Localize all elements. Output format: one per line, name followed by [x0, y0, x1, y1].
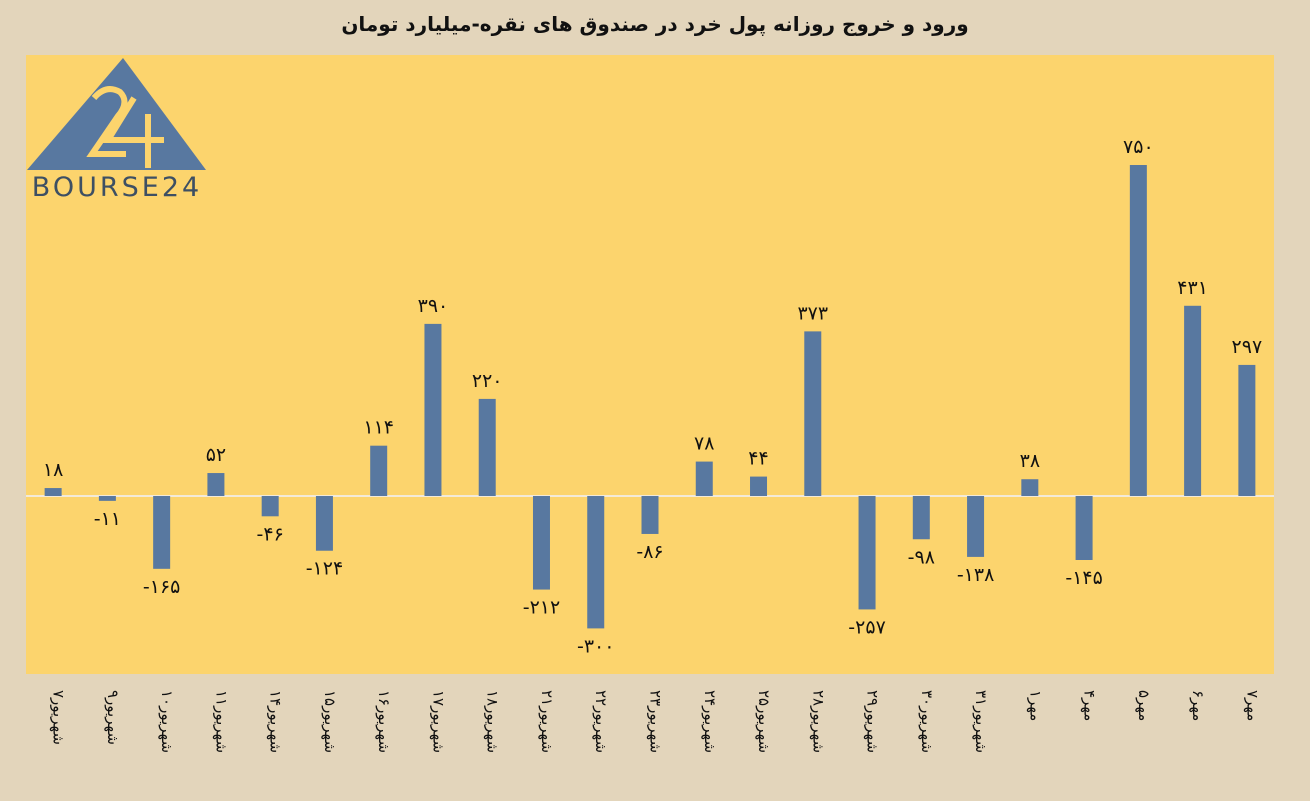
bar	[912, 496, 930, 540]
x-tick-label: ۹شهریور	[104, 690, 122, 745]
data-label: ۵۲	[206, 444, 226, 466]
x-tick-label: ۶مهر	[1189, 690, 1207, 721]
data-label: -۹۸	[908, 546, 935, 568]
data-label: -۲۱۲	[523, 597, 560, 619]
x-tick-label: ۲۲شهریور	[592, 690, 610, 753]
plot-area	[26, 55, 1274, 674]
x-tick-label: ۳۱شهریور	[972, 690, 990, 753]
x-tick-label: ۱۸شهریور	[484, 690, 502, 753]
data-label: ۱۸	[43, 459, 63, 481]
x-tick-label: ۱۴شهریور	[267, 690, 285, 753]
bar	[98, 496, 116, 501]
x-tick-label: ۱مهر	[1026, 690, 1044, 721]
bar	[44, 488, 62, 496]
x-tick-label: ۲۳شهریور	[647, 690, 665, 753]
bar	[370, 445, 388, 496]
bar	[1238, 364, 1256, 496]
bar	[967, 496, 985, 557]
bar	[532, 496, 550, 590]
chart-title: ورود و خروج روزانه پول خرد در صندوق های …	[341, 12, 969, 36]
bar	[587, 496, 605, 629]
x-tick-label: ۱۶شهریور	[375, 690, 393, 753]
data-label: ۷۵۰	[1123, 136, 1154, 158]
x-tick-label: ۲۱شهریور	[538, 690, 556, 753]
bar	[153, 496, 171, 569]
data-label: ۱۱۴	[363, 417, 394, 439]
data-label: ۳۷۳	[797, 302, 828, 324]
data-label: -۱۳۸	[957, 564, 994, 586]
data-label: ۴۳۱	[1177, 277, 1208, 299]
data-label: -۱۲۴	[306, 558, 343, 580]
data-label: -۱۴۵	[1065, 567, 1102, 589]
x-tick-label: ۷مهر	[1243, 690, 1261, 721]
data-label: ۳۹۰	[418, 295, 449, 317]
x-tick-label: ۱۰شهریور	[158, 690, 176, 753]
data-label: ۷۸	[694, 433, 714, 455]
data-label: ۴۴	[748, 448, 768, 470]
bar	[478, 398, 496, 496]
bar	[1021, 479, 1039, 496]
data-label: -۱۶۵	[143, 576, 180, 598]
logo-text: BOURSE24	[31, 172, 203, 203]
x-tick-label: ۴مهر	[1081, 690, 1099, 721]
x-tick-label: ۲۵شهریور	[755, 690, 773, 753]
x-tick-label: ۱۷شهریور	[429, 690, 447, 753]
bar	[261, 496, 279, 517]
bar	[641, 496, 659, 534]
bar	[804, 331, 822, 496]
x-tick-label: ۳۰شهریور	[918, 690, 936, 753]
data-label: -۸۶	[636, 541, 663, 563]
data-label: ۳۸	[1020, 450, 1040, 472]
bar	[315, 496, 333, 551]
bar	[750, 476, 768, 496]
x-tick-label: ۲۸شهریور	[809, 690, 827, 753]
x-tick-label: ۷شهریور	[50, 690, 68, 745]
bourse24-logo-icon	[27, 58, 206, 170]
x-tick-label: ۲۴شهریور	[701, 690, 719, 753]
data-label: -۳۰۰	[577, 635, 614, 657]
data-label: -۱۱	[94, 508, 121, 530]
bar	[1129, 165, 1147, 496]
x-tick-label: ۲۹شهریور	[864, 690, 882, 753]
data-label: -۴۶	[257, 523, 284, 545]
bar	[858, 496, 876, 610]
data-label: -۲۵۷	[848, 616, 885, 638]
bar	[424, 323, 442, 496]
x-tick-label: ۵مهر	[1135, 690, 1153, 721]
bar	[695, 461, 713, 496]
bar	[1075, 496, 1093, 560]
bar	[207, 473, 225, 496]
x-tick-label: ۱۵شهریور	[321, 690, 339, 753]
data-label: ۲۹۷	[1232, 336, 1263, 358]
x-tick-label: ۱۱شهریور	[212, 690, 230, 753]
data-label: ۲۲۰	[472, 370, 503, 392]
bar	[1184, 305, 1202, 496]
